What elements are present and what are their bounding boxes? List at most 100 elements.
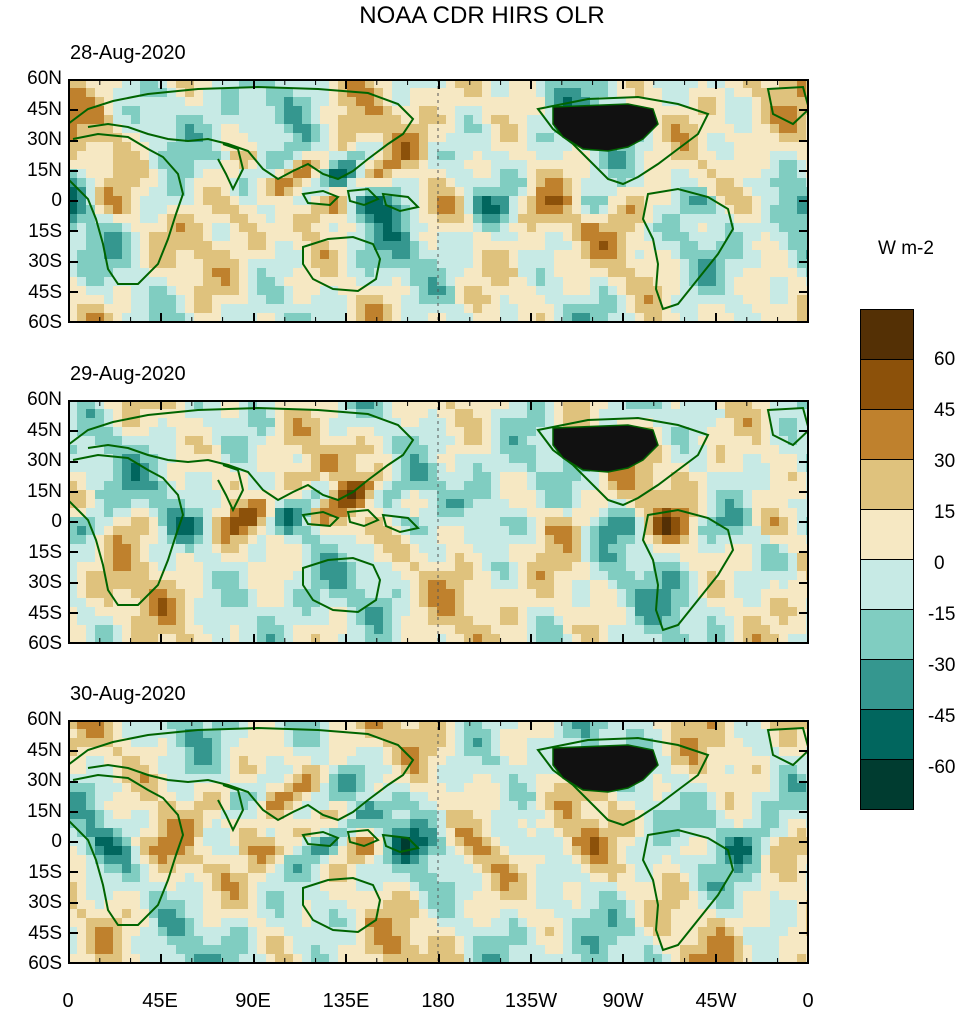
colorbar-swatch (860, 509, 914, 560)
colorbar-label: 15 (934, 502, 956, 523)
colorbar-swatch (860, 459, 914, 510)
lon-label: 45E (142, 990, 178, 1012)
lat-label: 15S (28, 220, 62, 242)
colorbar-swatch (860, 659, 914, 710)
colorbar (860, 309, 914, 820)
lat-label: 45N (27, 739, 62, 761)
colorbar-unit: W m-2 (878, 238, 934, 259)
olr-anomaly-map-1 (68, 79, 809, 323)
coastline (302, 556, 382, 614)
coastline (68, 85, 415, 181)
lat-label: 0 (51, 831, 62, 852)
coastline (346, 828, 380, 848)
colorbar-label: 45 (934, 400, 956, 421)
lon-label: 135W (504, 990, 558, 1012)
usa-region (552, 744, 659, 793)
coastline (346, 508, 380, 528)
colorbar-label: -45 (928, 706, 956, 727)
lat-label: 30N (27, 450, 62, 471)
coastline (536, 95, 710, 186)
colorbar-swatch (860, 709, 914, 760)
map-panel-2 (68, 400, 809, 644)
colorbar-swatch (860, 559, 914, 610)
coastline (301, 830, 340, 848)
map-panel-1 (68, 79, 809, 323)
coastline (641, 187, 735, 311)
coastline (381, 192, 420, 213)
lon-label: 180 (421, 990, 455, 1012)
lat-label: 30S (28, 251, 62, 272)
coastline (301, 189, 340, 207)
panel-1-date: 28-Aug-2020 (70, 42, 186, 64)
colorbar-label: -30 (928, 655, 956, 676)
lat-label: 30N (27, 770, 62, 791)
lat-label: 60S (28, 953, 62, 974)
lat-label: 15N (27, 480, 62, 502)
coastline (68, 406, 415, 502)
lat-label: 60S (28, 633, 62, 654)
lon-label: 90W (602, 990, 644, 1012)
lat-label: 60N (27, 389, 62, 410)
colorbar-swatch (860, 309, 914, 360)
map-panel-3 (68, 720, 809, 964)
coastline (641, 828, 735, 952)
coastline (766, 406, 809, 447)
figure-title: NOAA CDR HIRS OLR (359, 2, 605, 29)
lon-label: 0 (802, 990, 814, 1012)
coastline (346, 187, 380, 207)
coastline (302, 235, 382, 293)
coastline (301, 510, 340, 528)
coastline (217, 464, 245, 513)
lat-label: 0 (51, 190, 62, 211)
lat-label: 45S (28, 281, 62, 303)
lat-label: 60S (28, 312, 62, 333)
coastline (217, 143, 245, 192)
lat-label: 45N (27, 98, 62, 120)
coastline (381, 833, 420, 854)
colorbar-swatch (860, 409, 914, 460)
lon-label: 135E (322, 990, 370, 1012)
lat-label: 60N (27, 68, 62, 89)
panel-2-date: 29-Aug-2020 (70, 363, 186, 385)
lat-label: 30S (28, 892, 62, 913)
coastline (217, 784, 245, 833)
lon-label: 0 (62, 990, 74, 1012)
colorbar-label: -15 (928, 604, 956, 625)
coastline (766, 726, 809, 767)
colorbar-label: -60 (928, 757, 956, 778)
coastline (68, 726, 415, 822)
lat-label: 0 (51, 511, 62, 532)
colorbar-swatch (860, 359, 914, 410)
lon-label: 90E (235, 990, 271, 1012)
colorbar-swatch (860, 759, 914, 810)
colorbar-label: 0 (934, 553, 945, 574)
coastline (641, 508, 735, 632)
panel-3-date: 30-Aug-2020 (70, 683, 186, 705)
lat-label: 45N (27, 419, 62, 441)
coastline (68, 773, 185, 926)
coastline (302, 876, 382, 934)
lat-label: 30S (28, 572, 62, 593)
lat-label: 30N (27, 129, 62, 150)
coastline (68, 453, 185, 606)
colorbar-label: 60 (934, 349, 956, 370)
coastline (381, 513, 420, 534)
usa-region (552, 424, 659, 473)
lat-label: 45S (28, 922, 62, 944)
lat-label: 45S (28, 602, 62, 624)
lat-label: 15N (27, 800, 62, 822)
coastline (68, 132, 185, 285)
colorbar-swatch (860, 609, 914, 660)
coastline (536, 416, 710, 507)
lat-label: 15N (27, 159, 62, 181)
lat-label: 60N (27, 709, 62, 730)
colorbar-label: 30 (934, 451, 956, 472)
olr-anomaly-map-2 (68, 400, 809, 644)
usa-region (552, 103, 659, 152)
lon-label: 45W (695, 990, 737, 1012)
lat-label: 15S (28, 541, 62, 563)
olr-anomaly-map-3 (68, 720, 809, 964)
coastline (766, 85, 809, 126)
lat-label: 15S (28, 861, 62, 883)
coastline (536, 736, 710, 827)
